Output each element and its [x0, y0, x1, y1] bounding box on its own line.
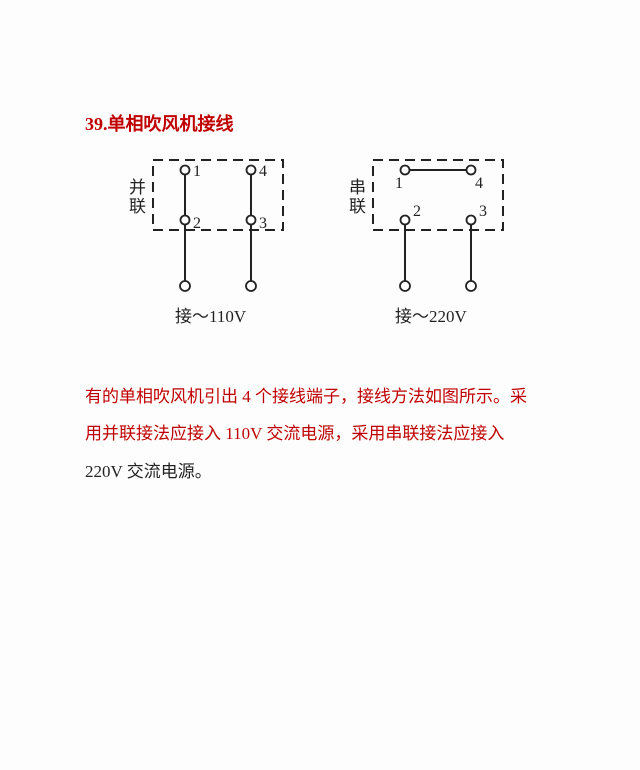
- body-line-1: 有的单相吹风机引出 4 个接线端子，接线方法如图所示。采: [85, 378, 555, 415]
- page-title: 39.单相吹风机接线: [85, 110, 555, 136]
- svg-text:1: 1: [193, 163, 201, 180]
- body-line-3-text: 220V 交流电源。: [85, 462, 212, 481]
- svg-text:3: 3: [479, 203, 487, 220]
- diagram-row: 并联 1 4 2 3 接～110V 串联 1 4 2 3 接～220V: [115, 158, 555, 328]
- body-line-2: 用并联接法应接入 110V 交流电源，采用串联接法应接入: [85, 415, 555, 452]
- svg-text:1: 1: [395, 175, 403, 192]
- labels-series: 1 4 2 3: [395, 175, 487, 220]
- svg-text:4: 4: [475, 175, 483, 192]
- svg-text:2: 2: [193, 215, 201, 232]
- body-line-3: 220V 交流电源。: [85, 453, 555, 490]
- svg-text:2: 2: [413, 203, 421, 220]
- label-parallel: 并联: [123, 178, 148, 216]
- svg-text:4: 4: [259, 163, 267, 180]
- body-text: 有的单相吹风机引出 4 个接线端子，接线方法如图所示。采 用并联接法应接入 11…: [85, 378, 555, 490]
- nodes-series: [400, 166, 476, 292]
- diagram-series: 串联 1 4 2 3 接～220V: [335, 158, 555, 328]
- nodes-parallel: [180, 166, 256, 292]
- power-label-series: 接～220V: [395, 302, 467, 327]
- svg-text:3: 3: [259, 215, 267, 232]
- power-label-parallel: 接～110V: [175, 302, 246, 327]
- label-series: 串联: [343, 178, 368, 216]
- diagram-parallel: 并联 1 4 2 3 接～110V: [115, 158, 335, 328]
- lines-series: [405, 170, 471, 281]
